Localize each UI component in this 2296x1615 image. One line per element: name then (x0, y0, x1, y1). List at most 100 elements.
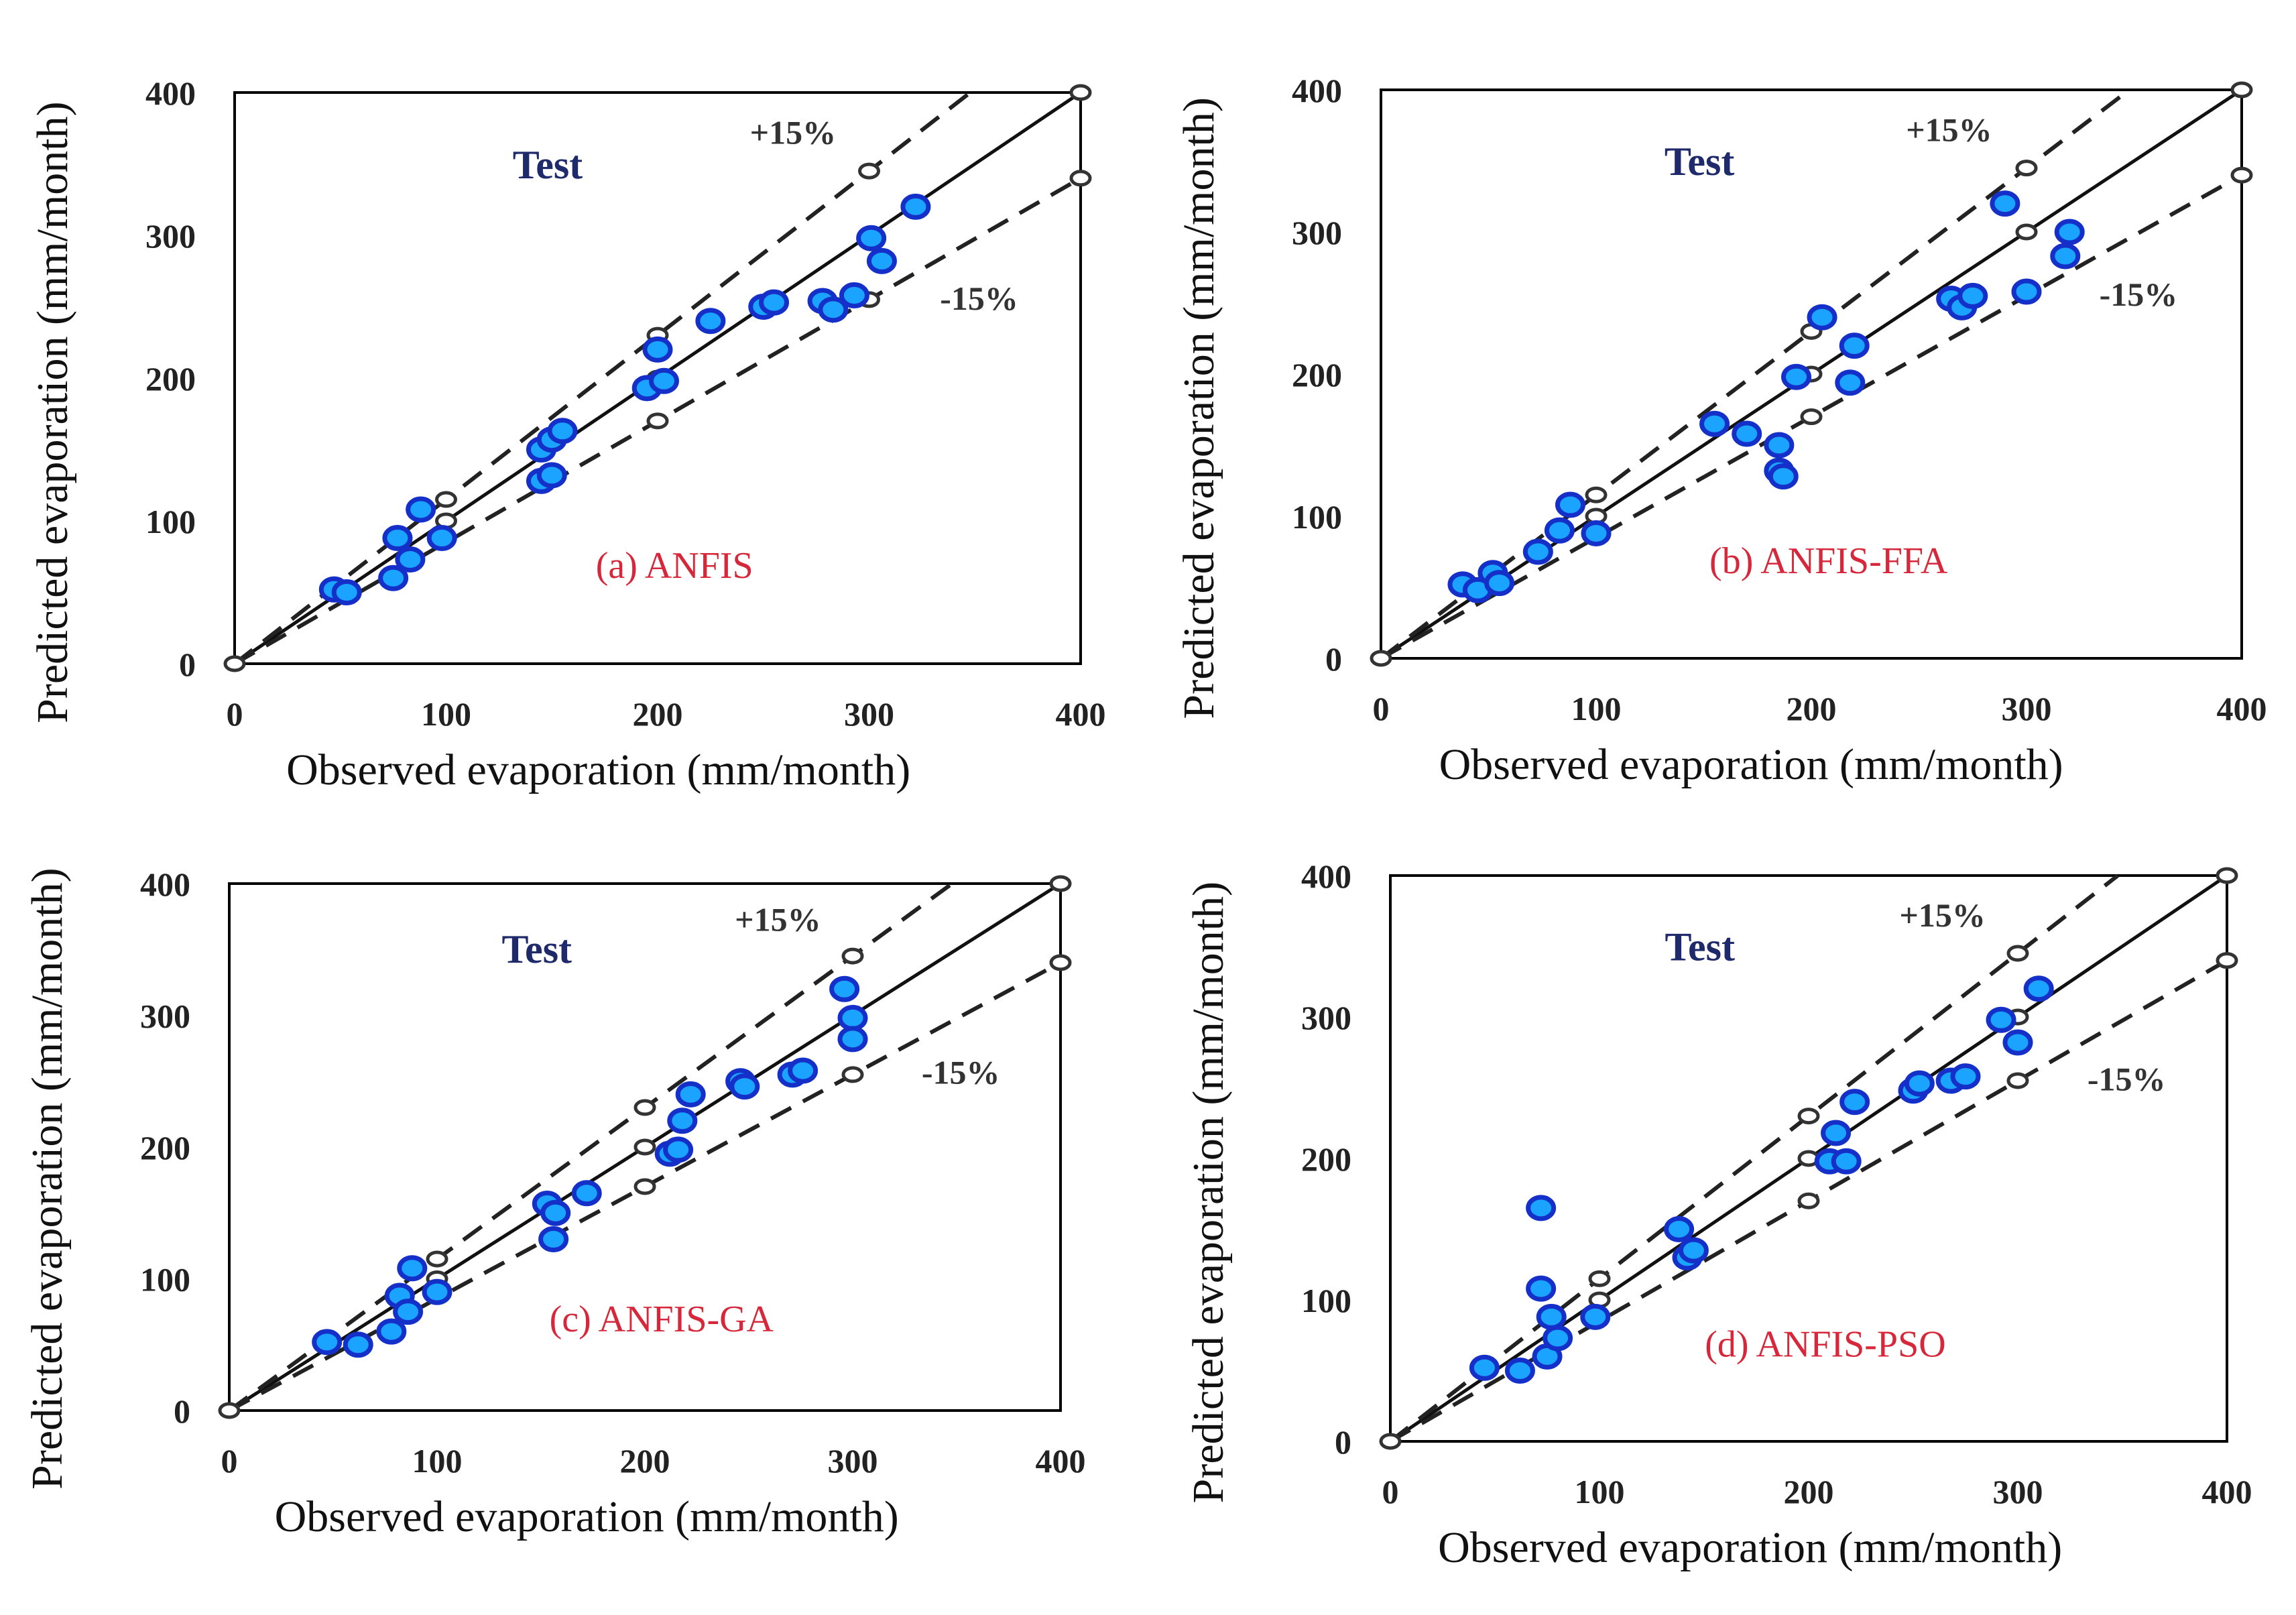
plus-15-label: +15% (1906, 111, 1992, 148)
data-point (1580, 1303, 1611, 1330)
line-marker (2006, 1072, 2029, 1089)
data-point (818, 296, 849, 323)
data-point (695, 308, 726, 335)
data-point (829, 975, 860, 1002)
x-axis-label: Observed evaporation (mm/month) (275, 1492, 899, 1541)
data-point (2054, 219, 2085, 245)
x-tick-label: 100 (1575, 1473, 1625, 1510)
line-marker (633, 1138, 656, 1156)
x-axis-label: Observed evaporation (mm/month) (286, 745, 910, 794)
line-marker (646, 412, 669, 430)
plus-15-label: +15% (735, 901, 821, 939)
data-point (642, 336, 673, 363)
y-tick-label: 400 (140, 865, 190, 903)
data-point (1807, 304, 1837, 331)
data-point (1526, 1195, 1557, 1221)
test-label: Test (502, 927, 572, 971)
line-marker (633, 1099, 656, 1116)
data-point (1821, 1120, 1852, 1146)
y-tick-label: 200 (140, 1129, 190, 1167)
x-tick-label: 400 (2217, 690, 2267, 727)
data-point (312, 1329, 343, 1356)
y-tick-label: 0 (174, 1392, 190, 1430)
data-point (538, 1226, 569, 1253)
y-tick-label: 200 (145, 360, 196, 398)
y-axis-label: Predicted evaporation (mm/month) (1184, 882, 1233, 1503)
test-label: Test (1665, 139, 1734, 184)
panel-a: 0 100 200 300 400 0 100 200 300 400 Observed evapo… (28, 74, 1106, 794)
y-tick-label: 0 (1335, 1423, 1351, 1461)
x-tick-label: 200 (1784, 1473, 1834, 1510)
line-marker (2216, 867, 2238, 884)
data-point (1522, 538, 1553, 565)
data-point (837, 1026, 868, 1053)
data-point (2011, 278, 2042, 305)
origin-marker (218, 1402, 241, 1419)
line-marker (858, 162, 880, 180)
line-marker (2230, 166, 2253, 184)
plus-15-label: +15% (1899, 896, 1986, 934)
minus-15-line (1380, 173, 2243, 660)
data-point (331, 579, 362, 605)
minus-15-label: -15% (940, 280, 1018, 317)
model-label: (c) ANFIS-GA (550, 1299, 774, 1340)
data-point (571, 1180, 602, 1207)
data-point (1469, 1354, 1500, 1381)
data-point (1764, 432, 1795, 459)
data-point (729, 1073, 760, 1100)
data-point (343, 1331, 373, 1358)
data-point (1986, 1006, 2016, 1033)
data-point (1839, 1089, 1870, 1116)
x-tick-label: 200 (620, 1442, 670, 1480)
origin-marker (1370, 650, 1392, 667)
data-point (759, 289, 790, 316)
data-point (1831, 1148, 1862, 1175)
data-point (788, 1057, 819, 1084)
y-tick-label: 0 (179, 646, 196, 683)
line-marker (2006, 945, 2029, 962)
x-tick-label: 200 (1787, 690, 1837, 727)
x-axis-label: Observed evaporation (mm/month) (1438, 1523, 2062, 1572)
minus-15-label: -15% (2088, 1061, 2166, 1098)
line-marker (2216, 952, 2238, 969)
data-point (395, 546, 426, 573)
line-marker (426, 1250, 448, 1268)
y-tick-label: 100 (1292, 498, 1342, 536)
data-point (1950, 1063, 1981, 1090)
data-point (1904, 1070, 1935, 1097)
plot-frame (233, 91, 1082, 665)
data-point (866, 247, 897, 274)
data-point (663, 1136, 694, 1163)
plot-frame (228, 882, 1062, 1412)
x-tick-label: 0 (1373, 690, 1390, 727)
data-point (382, 525, 413, 552)
line-marker (435, 491, 457, 508)
model-label: (a) ANFIS (596, 545, 753, 587)
data-point (536, 462, 567, 489)
y-tick-label: 400 (1292, 72, 1342, 109)
y-tick-label: 300 (140, 998, 190, 1035)
line-marker (841, 947, 864, 965)
line-marker (1797, 1192, 1820, 1209)
x-tick-label: 400 (2202, 1473, 2252, 1510)
plus-15-line (1380, 88, 2131, 660)
data-point (1543, 1325, 1573, 1352)
y-tick-label: 300 (145, 217, 196, 255)
data-point (540, 1199, 571, 1226)
data-point (839, 282, 869, 308)
y-tick-label: 300 (1301, 999, 1351, 1036)
y-axis-label: Predicted evaporation (mm/month) (28, 101, 77, 723)
line-marker (1049, 875, 1072, 892)
y-tick-label: 400 (145, 74, 196, 112)
line-marker (1797, 1108, 1820, 1125)
plus-15-line (233, 91, 972, 666)
data-point (1678, 1237, 1709, 1264)
line-marker (1049, 954, 1072, 971)
x-tick-label: 100 (1571, 690, 1622, 727)
y-tick-label: 300 (1292, 214, 1342, 251)
line-marker (1800, 408, 1823, 426)
panel-d: 0 100 200 300 400 0 100 200 300 400 Observed evapo… (1184, 857, 2252, 1572)
test-label: Test (513, 143, 583, 187)
line-marker (2230, 81, 2253, 99)
